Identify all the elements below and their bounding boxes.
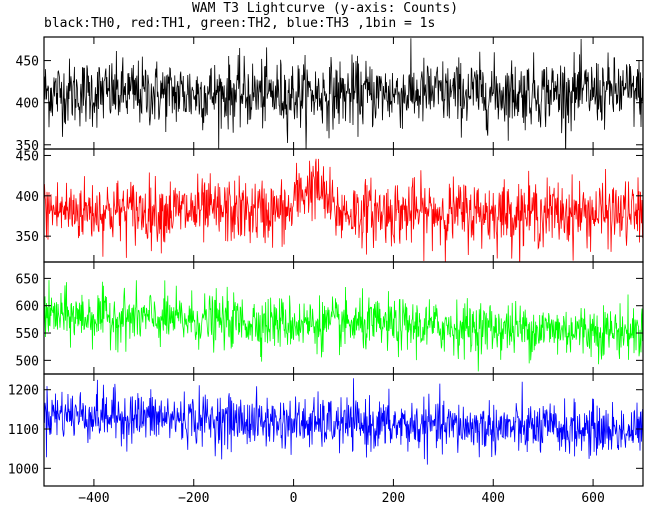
series-line-th3 <box>44 378 643 465</box>
y-tick-label: 650 <box>16 272 39 287</box>
x-tick-label: 200 <box>382 491 405 505</box>
y-tick-label: 400 <box>16 190 39 205</box>
series-line-th0 <box>44 38 643 149</box>
panel-th3: 1000 1100 1200 <box>8 373 644 487</box>
x-tick-label: −200 <box>178 491 209 505</box>
y-tick-label: 350 <box>16 139 39 154</box>
series-line-th2 <box>44 280 643 372</box>
chart-title: WAM T3 Lightcurve (y-axis: Counts) <box>191 1 459 16</box>
y-tick-label: 350 <box>16 230 39 245</box>
y-tick-label: 1100 <box>8 423 39 438</box>
series-line-th1 <box>44 158 643 262</box>
x-tick-label: −400 <box>78 491 109 505</box>
x-tick-label: 600 <box>581 491 604 505</box>
panel-th1: 350 400 450 <box>16 148 644 263</box>
y-tick-label: 1000 <box>8 462 39 477</box>
y-tick-label: 600 <box>16 300 39 315</box>
panel-th0: 350 400 450 <box>16 36 644 154</box>
y-tick-label: 400 <box>16 97 39 112</box>
panel-frame <box>43 373 644 487</box>
y-tick-label: 500 <box>16 354 39 369</box>
panel-th2: 500 550 600 650 <box>16 261 644 375</box>
chart-subtitle: black:TH0, red:TH1, green:TH2, blue:TH3 … <box>44 16 436 31</box>
x-tick-label: 0 <box>290 491 298 505</box>
y-tick-label: 550 <box>16 327 39 342</box>
y-tick-label: 1200 <box>8 384 39 399</box>
x-tick-label: 400 <box>482 491 505 505</box>
y-tick-label: 450 <box>16 55 39 70</box>
y-tick-label: 450 <box>16 149 39 164</box>
